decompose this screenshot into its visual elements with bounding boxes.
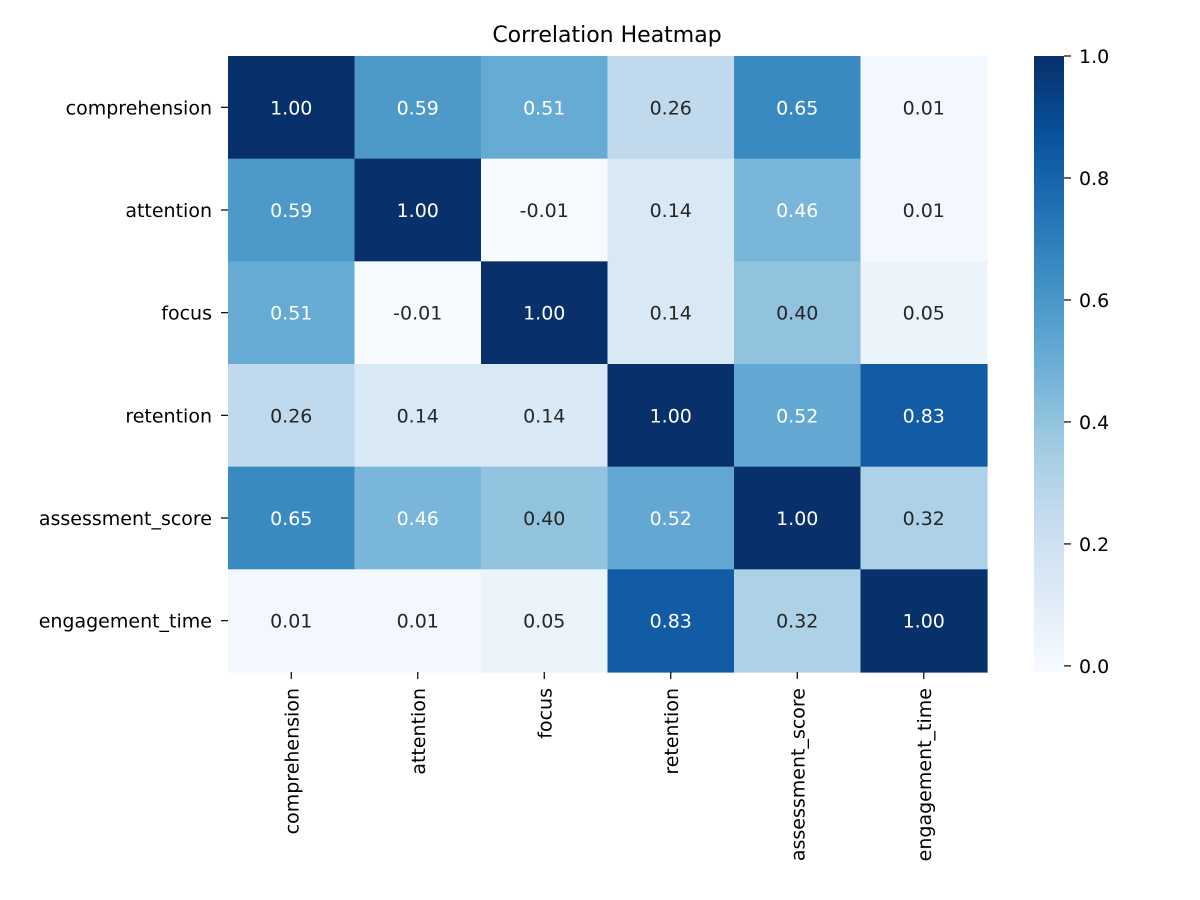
- cell-value-label: 0.14: [397, 405, 439, 427]
- heatmap-cell-focus-comprehension: [228, 261, 356, 365]
- cell-value-label: -0.01: [393, 303, 442, 325]
- x-tick-label-assessment_score: assessment_score: [787, 688, 809, 861]
- colorbar-tick-label: 0.8: [1079, 168, 1109, 190]
- cell-value-label: 1.00: [397, 200, 439, 222]
- heatmap-cell-engagement_time-attention: [354, 569, 482, 673]
- cell-value-label: 0.01: [270, 611, 312, 633]
- heatmap-cell-engagement_time-engagement_time: [860, 569, 988, 673]
- cell-value-label: 1.00: [523, 303, 565, 325]
- heatmap-cell-focus-engagement_time: [860, 261, 988, 365]
- heatmap-cell-focus-retention: [607, 261, 735, 365]
- cell-value-label: 0.65: [270, 508, 312, 530]
- cell-value-label: 0.59: [270, 200, 312, 222]
- heatmap-cell-comprehension-assessment_score: [734, 56, 862, 160]
- heatmap-cell-retention-engagement_time: [860, 364, 988, 468]
- heatmap-cell-attention-attention: [354, 158, 482, 262]
- cell-value-label: 0.32: [903, 508, 945, 530]
- heatmap-cell-comprehension-retention: [607, 56, 735, 160]
- heatmap-cell-comprehension-comprehension: [228, 56, 356, 160]
- heatmap-cell-assessment_score-engagement_time: [860, 466, 988, 570]
- cell-value-label: 1.00: [903, 611, 945, 633]
- cell-value-label: 0.40: [776, 303, 818, 325]
- cell-value-label: 0.46: [776, 200, 818, 222]
- cell-value-label: 0.32: [776, 611, 818, 633]
- cell-value-label: 0.26: [270, 405, 312, 427]
- y-tick-label-engagement_time: engagement_time: [39, 611, 212, 633]
- x-tick-label-comprehension: comprehension: [281, 688, 303, 834]
- colorbar-tick-label: 0.2: [1079, 534, 1109, 556]
- heatmap-cell-retention-comprehension: [228, 364, 356, 468]
- heatmap-cell-assessment_score-assessment_score: [734, 466, 862, 570]
- cell-value-label: 1.00: [650, 405, 692, 427]
- heatmap-cell-engagement_time-comprehension: [228, 569, 356, 673]
- cell-value-label: 0.14: [523, 405, 565, 427]
- y-tick-label-focus: focus: [161, 303, 212, 325]
- x-tick-label-attention: attention: [408, 688, 430, 775]
- y-tick-label-comprehension: comprehension: [66, 97, 212, 119]
- cell-value-label: 0.52: [776, 405, 818, 427]
- heatmap-cell-attention-focus: [481, 158, 609, 262]
- cell-value-label: 0.83: [903, 405, 945, 427]
- heatmap-cell-comprehension-engagement_time: [860, 56, 988, 160]
- y-tick-label-retention: retention: [125, 405, 212, 427]
- x-axis-ticks: comprehension attention focus retention asse…: [281, 672, 936, 861]
- heatmap-cell-retention-focus: [481, 364, 609, 468]
- colorbar-tick-label: 0.6: [1079, 290, 1109, 312]
- heatmap-cell-retention-retention: [607, 364, 735, 468]
- cell-value-label: 0.01: [903, 200, 945, 222]
- cell-value-label: 0.14: [650, 303, 692, 325]
- cell-value-label: 0.83: [650, 611, 692, 633]
- chart-title: Correlation Heatmap: [492, 23, 721, 48]
- cell-value-label: 0.59: [397, 97, 439, 119]
- heatmap-cell-attention-retention: [607, 158, 735, 262]
- heatmap-cell-focus-assessment_score: [734, 261, 862, 365]
- cell-value-label: 0.01: [903, 97, 945, 119]
- cell-value-label: 0.51: [270, 303, 312, 325]
- cell-value-label: 1.00: [270, 97, 312, 119]
- heatmap-cell-retention-attention: [354, 364, 482, 468]
- x-tick-label-retention: retention: [661, 688, 683, 775]
- heatmap-cell-assessment_score-attention: [354, 466, 482, 570]
- y-tick-label-assessment_score: assessment_score: [39, 508, 212, 530]
- colorbar-tick-label: 1.0: [1079, 46, 1109, 68]
- cell-value-label: 0.05: [903, 303, 945, 325]
- cell-value-label: 1.00: [776, 508, 818, 530]
- y-axis-ticks: comprehension attention focus retention asse…: [39, 97, 228, 633]
- cell-value-label: 0.05: [523, 611, 565, 633]
- colorbar-gradient: [1034, 56, 1064, 672]
- colorbar-tick-label: 0.0: [1079, 656, 1109, 678]
- heatmap-cell-engagement_time-assessment_score: [734, 569, 862, 673]
- x-tick-label-engagement_time: engagement_time: [914, 688, 936, 861]
- heatmap-cells: 1.00 0.59 0.51 0.26 0.65 0.01 0.59 1.00 -0.01 0.1…: [228, 56, 988, 673]
- heatmap-cell-assessment_score-retention: [607, 466, 735, 570]
- heatmap-cell-attention-assessment_score: [734, 158, 862, 262]
- heatmap-cell-attention-comprehension: [228, 158, 356, 262]
- heatmap-cell-comprehension-attention: [354, 56, 482, 160]
- cell-value-label: 0.14: [650, 200, 692, 222]
- colorbar-tick-label: 0.4: [1079, 412, 1109, 434]
- cell-value-label: 0.46: [397, 508, 439, 530]
- heatmap-cell-assessment_score-focus: [481, 466, 609, 570]
- cell-value-label: 0.26: [650, 97, 692, 119]
- heatmap-cell-attention-engagement_time: [860, 158, 988, 262]
- cell-value-label: -0.01: [520, 200, 569, 222]
- cell-value-label: 0.40: [523, 508, 565, 530]
- colorbar: 0.0 0.2 0.4 0.6 0.8 1.0: [1034, 46, 1109, 678]
- heatmap-cell-assessment_score-comprehension: [228, 466, 356, 570]
- x-tick-label-focus: focus: [534, 688, 556, 739]
- y-tick-label-attention: attention: [125, 200, 212, 222]
- heatmap-cell-engagement_time-retention: [607, 569, 735, 673]
- heatmap-cell-focus-focus: [481, 261, 609, 365]
- cell-value-label: 0.51: [523, 97, 565, 119]
- heatmap-cell-retention-assessment_score: [734, 364, 862, 468]
- heatmap-cell-comprehension-focus: [481, 56, 609, 160]
- cell-value-label: 0.65: [776, 97, 818, 119]
- heatmap-cell-engagement_time-focus: [481, 569, 609, 673]
- cell-value-label: 0.01: [397, 611, 439, 633]
- heatmap-cell-focus-attention: [354, 261, 482, 365]
- cell-value-label: 0.52: [650, 508, 692, 530]
